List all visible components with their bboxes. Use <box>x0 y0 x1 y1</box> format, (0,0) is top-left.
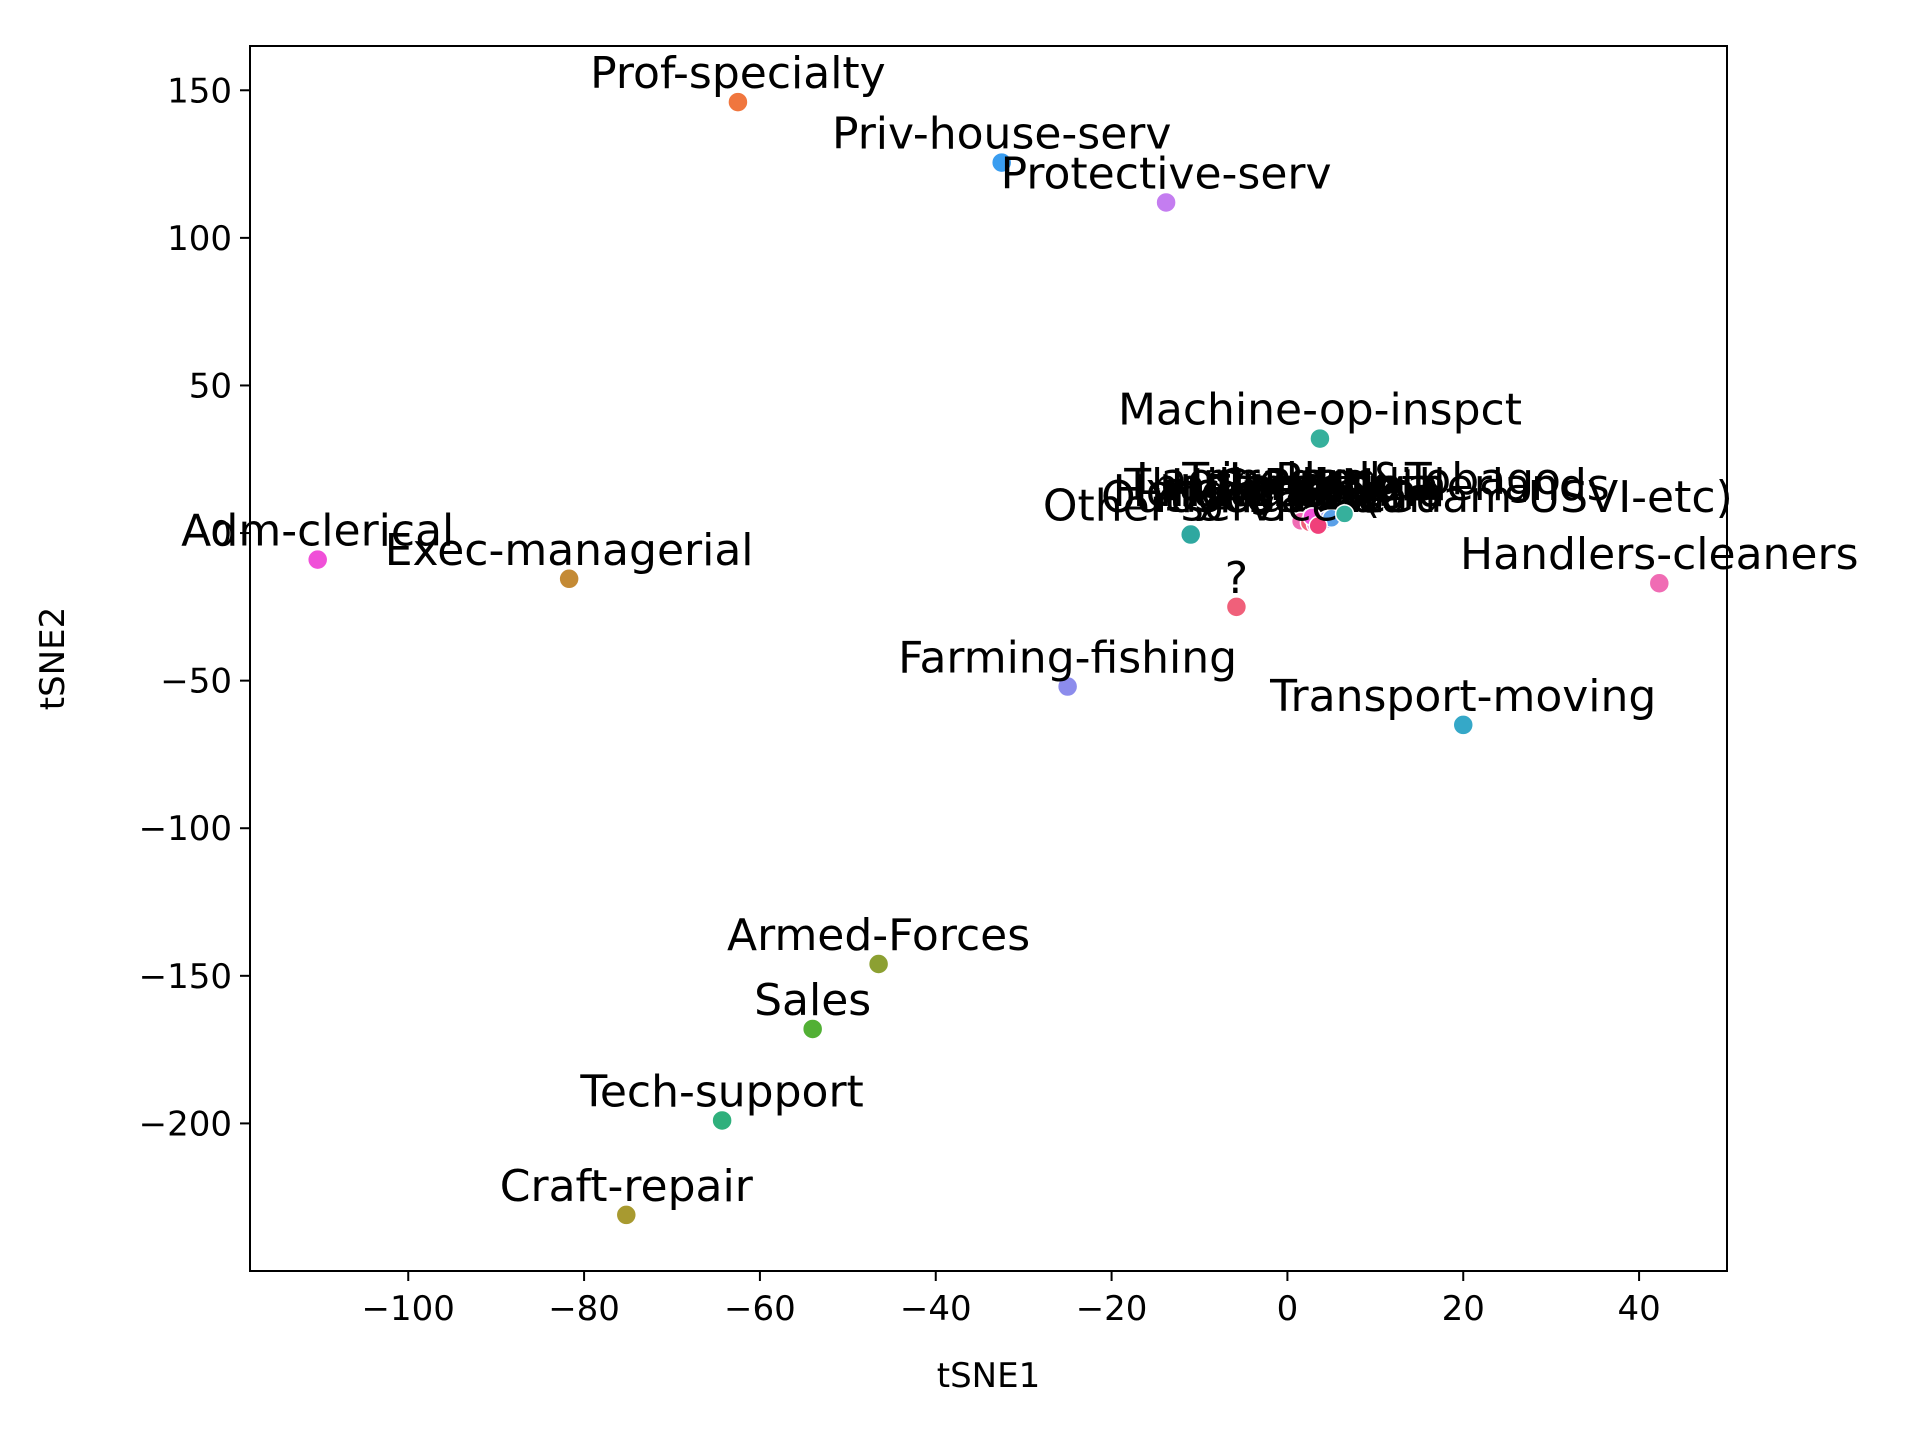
data-point <box>1155 191 1177 214</box>
cluster-point-label: Holand-Netherlands <box>1171 460 1610 511</box>
point-label: Other-service <box>1043 481 1339 532</box>
y-tick-label: −100 <box>139 809 232 849</box>
point-label: Transport-moving <box>1269 671 1656 722</box>
y-tick-label: 50 <box>189 366 232 406</box>
point-label: Prof-specialty <box>590 48 886 99</box>
y-tick-label: −200 <box>139 1104 232 1144</box>
cluster-point-label: Honduras <box>1113 466 1325 517</box>
data-points <box>306 91 1671 1226</box>
cluster-point-label: Ecuador <box>1205 466 1386 517</box>
data-point <box>1452 714 1474 736</box>
cluster-point <box>1334 504 1355 524</box>
cluster-point-label: Poland <box>1298 466 1445 517</box>
data-point <box>615 1204 638 1226</box>
x-tick-label: −100 <box>362 1289 455 1329</box>
x-tick-label: 20 <box>1442 1289 1485 1329</box>
cluster-point-label: Portugal <box>1263 460 1445 511</box>
data-point <box>711 1109 733 1132</box>
axis-ticks: −100 −80 −60 −40 −20 0 20 40−200−150−100−500501… <box>139 71 1661 1329</box>
data-point <box>1225 596 1248 618</box>
point-label: Exec-managerial <box>385 525 754 576</box>
cluster-point <box>1308 515 1328 536</box>
x-tick-label: −40 <box>900 1289 972 1329</box>
y-tick-label: −150 <box>139 957 232 997</box>
cluster-point-label: Ireland <box>1229 454 1381 505</box>
data-point <box>1056 675 1079 698</box>
point-label: Tech-support <box>579 1066 863 1117</box>
point-label: Sales <box>754 975 871 1026</box>
point-label: ? <box>1225 553 1248 604</box>
cluster-point-label: Outlying-US(Guam-USVI-etc) <box>1101 472 1733 523</box>
point-label: Craft-repair <box>500 1161 754 1212</box>
point-labels: Prof-specialty Priv-house-servProtective-… <box>181 48 1858 1212</box>
y-tick-label: −50 <box>160 662 232 702</box>
point-label: Priv-house-serv <box>832 109 1172 160</box>
point-label: Adm-clerical <box>181 506 454 557</box>
x-tick-label: 40 <box>1617 1289 1660 1329</box>
data-point <box>1179 523 1202 546</box>
data-point <box>1309 427 1331 450</box>
point-label: Farming-fishing <box>898 633 1237 684</box>
data-point <box>558 568 580 590</box>
y-tick-label: 0 <box>210 514 232 554</box>
cluster-point-label: Peru <box>1275 454 1373 505</box>
point-label: Armed-Forces <box>727 910 1030 961</box>
data-point <box>801 1018 824 1040</box>
data-point <box>867 953 890 975</box>
cluster-point-label: Cambodia <box>1217 460 1440 511</box>
x-tick-label: −80 <box>548 1289 620 1329</box>
data-point <box>727 91 749 113</box>
y-tick-label: 100 <box>167 219 232 259</box>
y-axis-title: tSNE2 <box>33 607 73 710</box>
y-tick-label: 150 <box>167 71 232 111</box>
x-tick-label: 0 <box>1277 1289 1299 1329</box>
x-tick-label: −20 <box>1076 1289 1148 1329</box>
cluster-point-label: Trinadad&Tobago <box>1181 454 1561 505</box>
x-axis-title: tSNE1 <box>937 1356 1040 1396</box>
point-label: Machine-op-inspct <box>1118 385 1522 436</box>
data-point <box>306 548 329 571</box>
plot-frame <box>249 45 1728 1272</box>
point-label: Protective-serv <box>1001 148 1332 199</box>
data-point <box>1648 572 1671 594</box>
point-label: Handlers-cleaners <box>1460 529 1858 580</box>
data-point <box>990 151 1013 174</box>
cluster-point-label: Laos <box>1136 454 1237 505</box>
x-tick-label: −60 <box>724 1289 796 1329</box>
cluster-point-label: Thailand <box>1123 460 1313 511</box>
